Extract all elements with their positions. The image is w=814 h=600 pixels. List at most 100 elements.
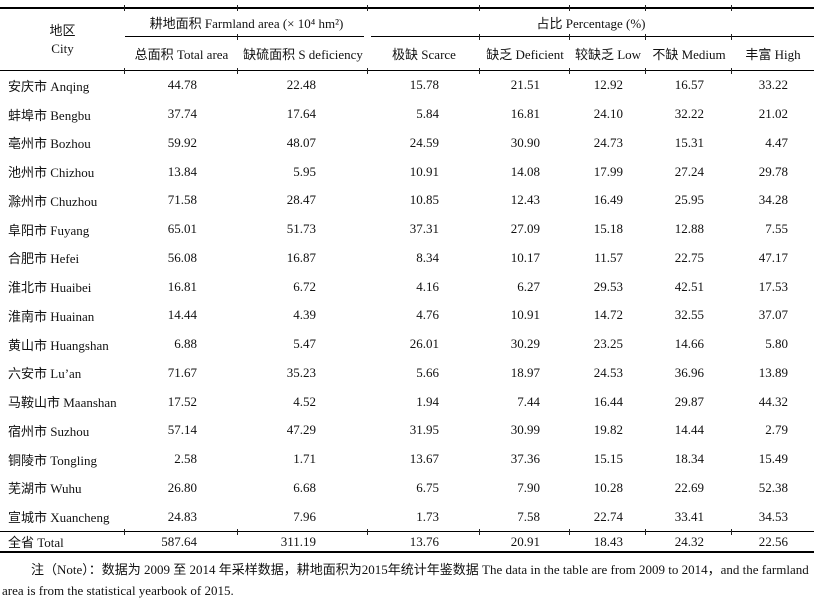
value-cell: 22.69 <box>674 479 704 495</box>
value-cell: 5.47 <box>293 336 316 352</box>
city-cell: 滁州市 Chuzhou <box>8 193 98 209</box>
line-tick <box>731 33 732 40</box>
value-cell: 17.99 <box>593 163 623 179</box>
table-row: 淮南市 Huainan 14.44 4.39 4.76 10.91 14.72 32.55 3… <box>0 301 814 330</box>
value-cell: 48.07 <box>286 134 316 150</box>
value-cell: 71.58 <box>167 192 197 208</box>
line-tick <box>367 67 368 74</box>
value-cell: 47.29 <box>286 422 316 438</box>
city-cell: 安庆市 Anqing <box>8 78 90 94</box>
value-cell: 7.58 <box>517 508 540 524</box>
table-row: 宣城市 Xuancheng 24.83 7.96 1.73 7.58 22.74 33.41… <box>0 502 814 531</box>
value-cell: 16.81 <box>167 278 197 294</box>
header-group-farmland-area: 耕地面积 Farmland area (× 10⁴ hm²) <box>125 7 368 37</box>
value-cell: 13.84 <box>167 163 197 179</box>
value-cell: 5.66 <box>416 364 439 380</box>
value-cell: 2.58 <box>174 451 197 467</box>
line-tick <box>237 67 238 74</box>
value-cell: 15.78 <box>409 77 439 93</box>
value-cell: 4.52 <box>293 393 316 409</box>
value-cell: 10.17 <box>510 249 540 265</box>
line-tick <box>367 5 368 11</box>
value-cell: 27.24 <box>674 163 704 179</box>
value-cell: 1.94 <box>416 393 439 409</box>
value-cell: 16.57 <box>674 77 704 93</box>
value-cell: 65.01 <box>167 221 197 237</box>
value-cell: 31.95 <box>409 422 439 438</box>
line-tick <box>124 528 125 535</box>
line-tick <box>645 5 646 11</box>
line-tick <box>479 528 480 535</box>
city-cell: 六安市 Lu’an <box>8 366 82 382</box>
table-row: 滁州市 Chuzhou 71.58 28.47 10.85 12.43 16.49 25.9… <box>0 186 814 215</box>
value-cell: 15.15 <box>593 451 623 467</box>
city-cell: 淮南市 Huainan <box>8 308 95 324</box>
value-cell: 4.76 <box>416 307 439 323</box>
value-cell: 10.28 <box>593 479 623 495</box>
line-tick <box>237 528 238 535</box>
line-tick <box>237 5 238 11</box>
value-cell: 17.52 <box>167 393 197 409</box>
value-cell: 25.95 <box>674 192 704 208</box>
city-cell: 全省 Total <box>0 531 125 553</box>
city-cell: 宣城市 Xuancheng <box>8 510 110 526</box>
header-deficient: 缺乏 Deficient <box>480 37 570 71</box>
value-cell: 22.56 <box>732 531 814 553</box>
line-tick <box>569 5 570 11</box>
value-cell: 7.44 <box>517 393 540 409</box>
value-cell: 23.25 <box>593 336 623 352</box>
value-cell: 8.34 <box>416 249 439 265</box>
value-cell: 22.75 <box>674 249 704 265</box>
header-group-percentage: 占比 Percentage (%) <box>368 7 814 37</box>
table-row: 合肥市 Hefei 56.08 16.87 8.34 10.17 11.57 22.75 47… <box>0 244 814 273</box>
city-cell: 阜阳市 Fuyang <box>8 222 90 238</box>
value-cell: 34.53 <box>758 508 789 524</box>
value-cell: 37.74 <box>167 106 197 122</box>
value-cell: 311.19 <box>238 531 368 553</box>
table-row: 宿州市 Suzhou 57.14 47.29 31.95 30.99 19.82 14.44… <box>0 416 814 445</box>
header-city-en: City <box>51 40 74 56</box>
line-tick <box>731 67 732 74</box>
city-cell: 铜陵市 Tongling <box>8 452 98 468</box>
value-cell: 22.48 <box>286 77 316 93</box>
value-cell: 6.75 <box>416 479 439 495</box>
value-cell: 16.87 <box>286 249 316 265</box>
value-cell: 24.10 <box>593 106 623 122</box>
value-cell: 5.80 <box>765 336 789 352</box>
value-cell: 10.91 <box>510 307 540 323</box>
value-cell: 17.53 <box>758 278 789 294</box>
value-cell: 37.07 <box>758 307 789 323</box>
value-cell: 57.14 <box>167 422 197 438</box>
line-tick <box>479 67 480 74</box>
value-cell: 30.90 <box>510 134 540 150</box>
value-cell: 37.31 <box>409 221 439 237</box>
line-tick <box>569 67 570 74</box>
value-cell: 15.18 <box>593 221 623 237</box>
value-cell: 24.83 <box>167 508 197 524</box>
value-cell: 44.78 <box>167 77 197 93</box>
value-cell: 7.96 <box>293 508 316 524</box>
value-cell: 7.55 <box>765 221 789 237</box>
city-cell: 黄山市 Huangshan <box>8 337 109 353</box>
table-row: 亳州市 Bozhou 59.92 48.07 24.59 30.90 24.73 15.31… <box>0 129 814 158</box>
value-cell: 24.53 <box>593 364 623 380</box>
line-tick <box>645 528 646 535</box>
city-cell: 合肥市 Hefei <box>8 251 80 267</box>
value-cell: 1.73 <box>416 508 439 524</box>
value-cell: 44.32 <box>758 393 789 409</box>
value-cell: 10.85 <box>409 192 439 208</box>
line-tick <box>479 33 480 40</box>
value-cell: 26.01 <box>409 336 439 352</box>
value-cell: 29.53 <box>593 278 623 294</box>
city-cell: 淮北市 Huaibei <box>8 280 92 296</box>
value-cell: 14.66 <box>674 336 704 352</box>
value-cell: 13.76 <box>368 531 480 553</box>
value-cell: 6.72 <box>293 278 316 294</box>
value-cell: 37.36 <box>510 451 540 467</box>
line-tick <box>124 67 125 74</box>
table-header: 地区 City 耕地面积 Farmland area (× 10⁴ hm²) 占… <box>0 7 814 71</box>
value-cell: 6.27 <box>517 278 540 294</box>
line-tick <box>367 528 368 535</box>
value-cell: 52.38 <box>758 479 789 495</box>
value-cell: 4.39 <box>293 307 316 323</box>
